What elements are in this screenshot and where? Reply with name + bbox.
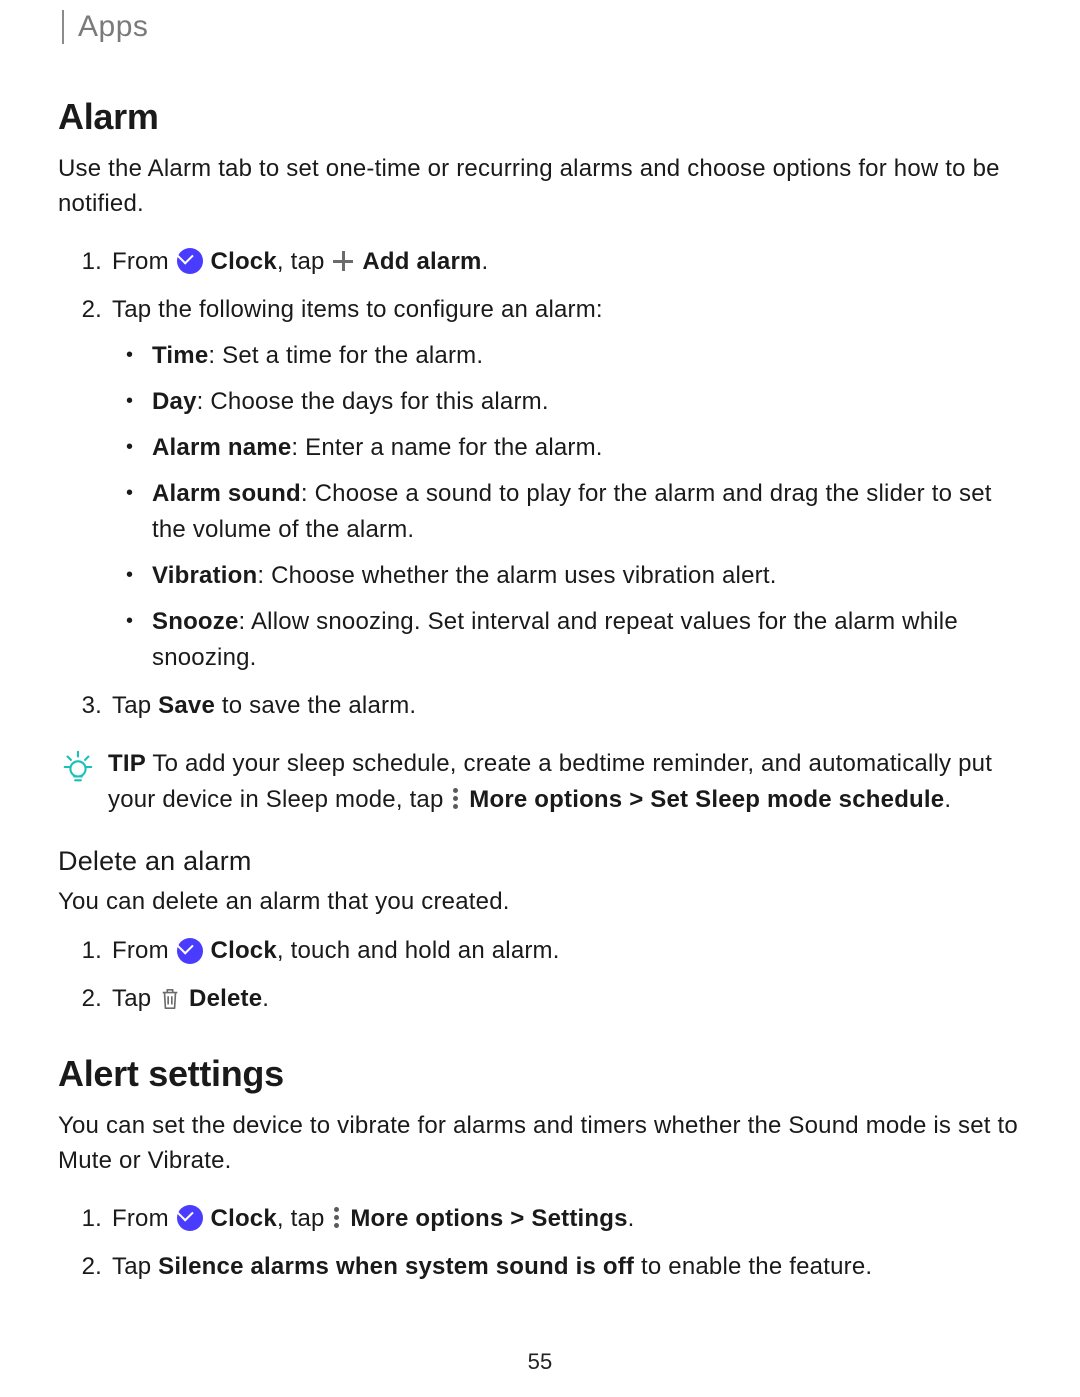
settings-label: Settings (531, 1205, 627, 1232)
breadcrumb: Apps (62, 10, 1022, 44)
clock-label: Clock (211, 937, 277, 964)
text: From (112, 248, 176, 275)
more-options-label: More options (350, 1205, 503, 1232)
vibration-label: Vibration (152, 562, 257, 589)
text: . (262, 985, 269, 1012)
text: , tap (277, 248, 332, 275)
alarm-step-1: From Clock, tap Add alarm. (106, 244, 1022, 280)
text: Tap (112, 985, 158, 1012)
text: : Set a time for the alarm. (208, 342, 483, 369)
text: , tap (277, 1205, 332, 1232)
clock-icon (177, 248, 203, 274)
text: : Enter a name for the alarm. (291, 434, 602, 461)
text: . (944, 786, 951, 813)
text: Tap the following items to configure an … (112, 296, 603, 323)
text: From (112, 1205, 176, 1232)
text: , touch and hold an alarm. (277, 937, 560, 964)
alarm-intro: Use the Alarm tab to set one-time or rec… (58, 152, 1022, 222)
save-label: Save (158, 692, 215, 719)
page: Apps Alarm Use the Alarm tab to set one-… (0, 0, 1080, 1397)
clock-label: Clock (211, 1205, 277, 1232)
alert-steps: From Clock, tap More options > Settings.… (58, 1201, 1022, 1285)
tip-row: TIP To add your sleep schedule, create a… (58, 746, 1022, 818)
text: > (503, 1205, 531, 1232)
clock-label: Clock (211, 248, 277, 275)
more-options-icon (451, 787, 461, 811)
text: . (482, 248, 489, 275)
plus-icon (332, 250, 354, 272)
page-number: 55 (0, 1349, 1080, 1375)
text: > (622, 786, 650, 813)
tip-text: TIP To add your sleep schedule, create a… (108, 746, 1022, 818)
name-label: Alarm name (152, 434, 291, 461)
sound-label: Alarm sound (152, 480, 301, 507)
snooze-label: Snooze (152, 608, 239, 635)
text: : Choose the days for this alarm. (197, 388, 549, 415)
clock-icon (177, 938, 203, 964)
alert-step-2: Tap Silence alarms when system sound is … (106, 1249, 1022, 1285)
trash-icon (159, 987, 181, 1011)
silence-label: Silence alarms when system sound is off (158, 1253, 634, 1280)
alarm-steps: From Clock, tap Add alarm. Tap the follo… (58, 244, 1022, 724)
list-item: Time: Set a time for the alarm. (146, 338, 1022, 374)
set-sleep-label: Set Sleep mode schedule (650, 786, 944, 813)
delete-step-2: Tap Delete. (106, 981, 1022, 1017)
alarm-step-3: Tap Save to save the alarm. (106, 688, 1022, 724)
alarm-config-list: Time: Set a time for the alarm. Day: Cho… (112, 338, 1022, 676)
add-alarm-label: Add alarm (362, 248, 481, 275)
text: From (112, 937, 176, 964)
delete-intro: You can delete an alarm that you created… (58, 885, 1022, 920)
text: : Choose whether the alarm uses vibratio… (257, 562, 776, 589)
list-item: Alarm name: Enter a name for the alarm. (146, 430, 1022, 466)
delete-step-1: From Clock, touch and hold an alarm. (106, 933, 1022, 969)
lightbulb-icon (59, 748, 97, 786)
list-item: Vibration: Choose whether the alarm uses… (146, 558, 1022, 594)
alert-intro: You can set the device to vibrate for al… (58, 1109, 1022, 1179)
clock-icon (177, 1205, 203, 1231)
text: to save the alarm. (215, 692, 416, 719)
delete-heading: Delete an alarm (58, 846, 1022, 877)
delete-steps: From Clock, touch and hold an alarm. Tap… (58, 933, 1022, 1017)
text: to enable the feature. (634, 1253, 872, 1280)
day-label: Day (152, 388, 197, 415)
tip-label: TIP (108, 750, 146, 777)
list-item: Snooze: Allow snoozing. Set interval and… (146, 604, 1022, 676)
alert-step-1: From Clock, tap More options > Settings. (106, 1201, 1022, 1237)
more-options-label: More options (469, 786, 622, 813)
more-options-icon (332, 1206, 342, 1230)
list-item: Alarm sound: Choose a sound to play for … (146, 476, 1022, 548)
alarm-step-2: Tap the following items to configure an … (106, 292, 1022, 676)
text: . (628, 1205, 635, 1232)
text: Tap (112, 1253, 158, 1280)
text: : Allow snoozing. Set interval and repea… (152, 608, 958, 671)
alert-heading: Alert settings (58, 1053, 1022, 1095)
delete-label: Delete (189, 985, 262, 1012)
time-label: Time (152, 342, 208, 369)
list-item: Day: Choose the days for this alarm. (146, 384, 1022, 420)
alarm-heading: Alarm (58, 96, 1022, 138)
text: Tap (112, 692, 158, 719)
